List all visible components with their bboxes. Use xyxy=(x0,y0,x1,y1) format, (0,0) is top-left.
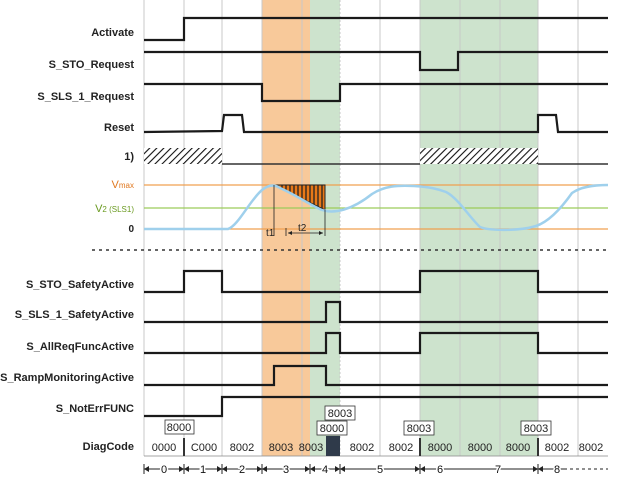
phase-label: 8 xyxy=(554,464,560,476)
diagcode-value: 8000 xyxy=(506,442,530,454)
diagcode-dark-block xyxy=(326,436,340,456)
label-ramp-monitoring-active: S_RampMonitoringActive xyxy=(0,372,134,384)
diagcode-value: 8002 xyxy=(350,442,374,454)
wave-sto-safety-active xyxy=(144,269,608,294)
diagcode-box: 8003 xyxy=(403,420,435,436)
diagcode-value: 8002 xyxy=(545,442,569,454)
phase-ruler-arrows xyxy=(144,466,543,472)
phase-label: 4 xyxy=(322,464,328,476)
diagcode-value: 8000 xyxy=(428,442,452,454)
phase-label: 2 xyxy=(239,464,245,476)
t2-label: t2 xyxy=(298,223,307,234)
diagcode-value: 8002 xyxy=(579,442,603,454)
phase-label: 6 xyxy=(437,464,443,476)
diagcode-value: C000 xyxy=(191,442,217,454)
diagcode-value: 8000 xyxy=(468,442,492,454)
hatch-area-left xyxy=(144,148,222,164)
diagcode-value: 8002 xyxy=(389,442,413,454)
phase-label: 3 xyxy=(283,464,289,476)
label-sto-safety-active: S_STO_SafetyActive xyxy=(26,279,134,291)
label-footnote-1: 1) xyxy=(124,151,134,163)
diagcode-box: 8000 xyxy=(316,420,348,436)
svg-text:8003: 8003 xyxy=(328,408,352,420)
diagcode-value: 8003 xyxy=(269,442,293,454)
label-sto-request: S_STO_Request xyxy=(49,59,135,71)
diagcode-value: 0000 xyxy=(152,442,176,454)
label-sls-request: S_SLS_1_Request xyxy=(37,91,134,103)
phase-ruler xyxy=(143,464,608,474)
diagcode-box: 8000 xyxy=(164,419,195,435)
svg-text:8000: 8000 xyxy=(320,423,344,435)
diagcode-value: 8003 xyxy=(299,442,323,454)
phase-label: 7 xyxy=(495,464,501,476)
wave-not-err-func xyxy=(144,395,608,418)
diagcode-box: 8003 xyxy=(324,405,356,421)
label-sls-safety-active: S_SLS_1_SafetyActive xyxy=(15,309,134,321)
diagcode-separators xyxy=(183,438,539,456)
phase-label: 1 xyxy=(200,464,206,476)
svg-text:8003: 8003 xyxy=(407,423,431,435)
label-diagcode: DiagCode xyxy=(83,441,134,453)
label-all-req-func-active: S_AllReqFuncActive xyxy=(26,341,134,353)
speed-curve xyxy=(144,183,609,232)
label-reset: Reset xyxy=(104,122,134,134)
svg-text:8003: 8003 xyxy=(524,423,548,435)
sto-active-band xyxy=(420,0,538,456)
zero-label: 0 xyxy=(128,224,134,235)
hatch-area-right xyxy=(420,148,538,164)
wave-all-req-func-active xyxy=(144,331,608,355)
phase-label: 0 xyxy=(161,464,167,476)
phase-label: 5 xyxy=(377,464,383,476)
t1-label: t1 xyxy=(266,228,275,239)
wave-sls-safety-active xyxy=(144,300,608,324)
time-markers xyxy=(273,185,326,236)
label-not-err-func: S_NotErrFUNC xyxy=(56,403,134,415)
diagcode-value: 8002 xyxy=(230,442,254,454)
wave-reset xyxy=(143,113,608,134)
wave-sto-request xyxy=(144,50,608,72)
time-grid xyxy=(143,0,579,456)
svg-text:8000: 8000 xyxy=(167,422,191,434)
wave-sls-request xyxy=(144,82,608,103)
wave-ramp-monitoring-active xyxy=(144,364,608,387)
v2-label: V2 (SLS1) xyxy=(95,203,134,215)
vmax-label: Vmax xyxy=(112,179,134,191)
diagcode-box: 8003 xyxy=(520,420,552,436)
label-activate: Activate xyxy=(91,27,134,39)
wave-activate xyxy=(144,16,608,42)
